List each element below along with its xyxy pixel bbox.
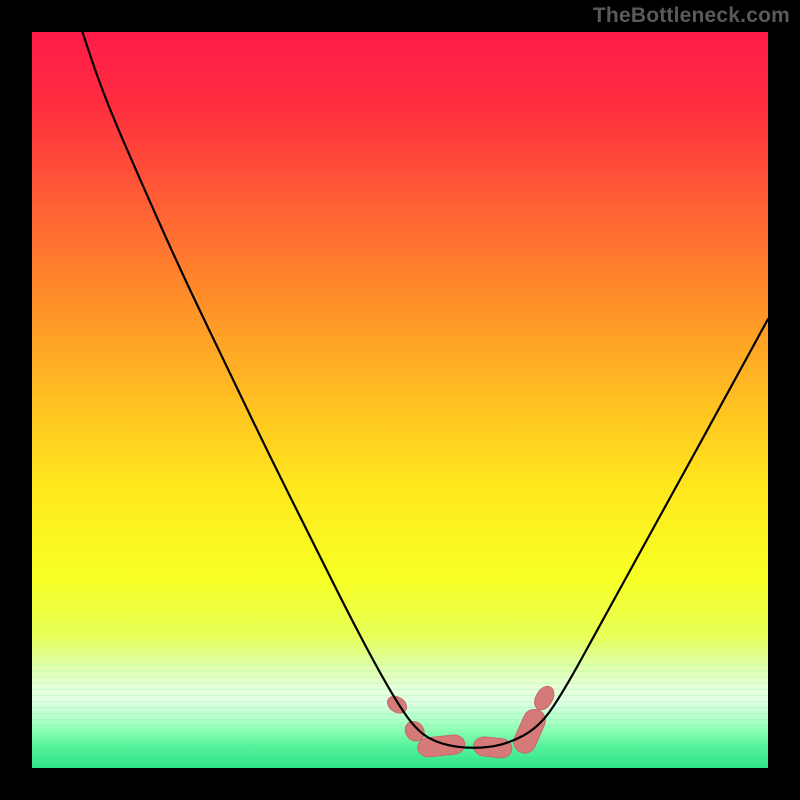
plot-area <box>32 17 768 768</box>
chart-stage: TheBottleneck.com <box>0 0 800 800</box>
gradient-background <box>32 32 768 768</box>
bottleneck-chart-svg <box>0 0 800 800</box>
